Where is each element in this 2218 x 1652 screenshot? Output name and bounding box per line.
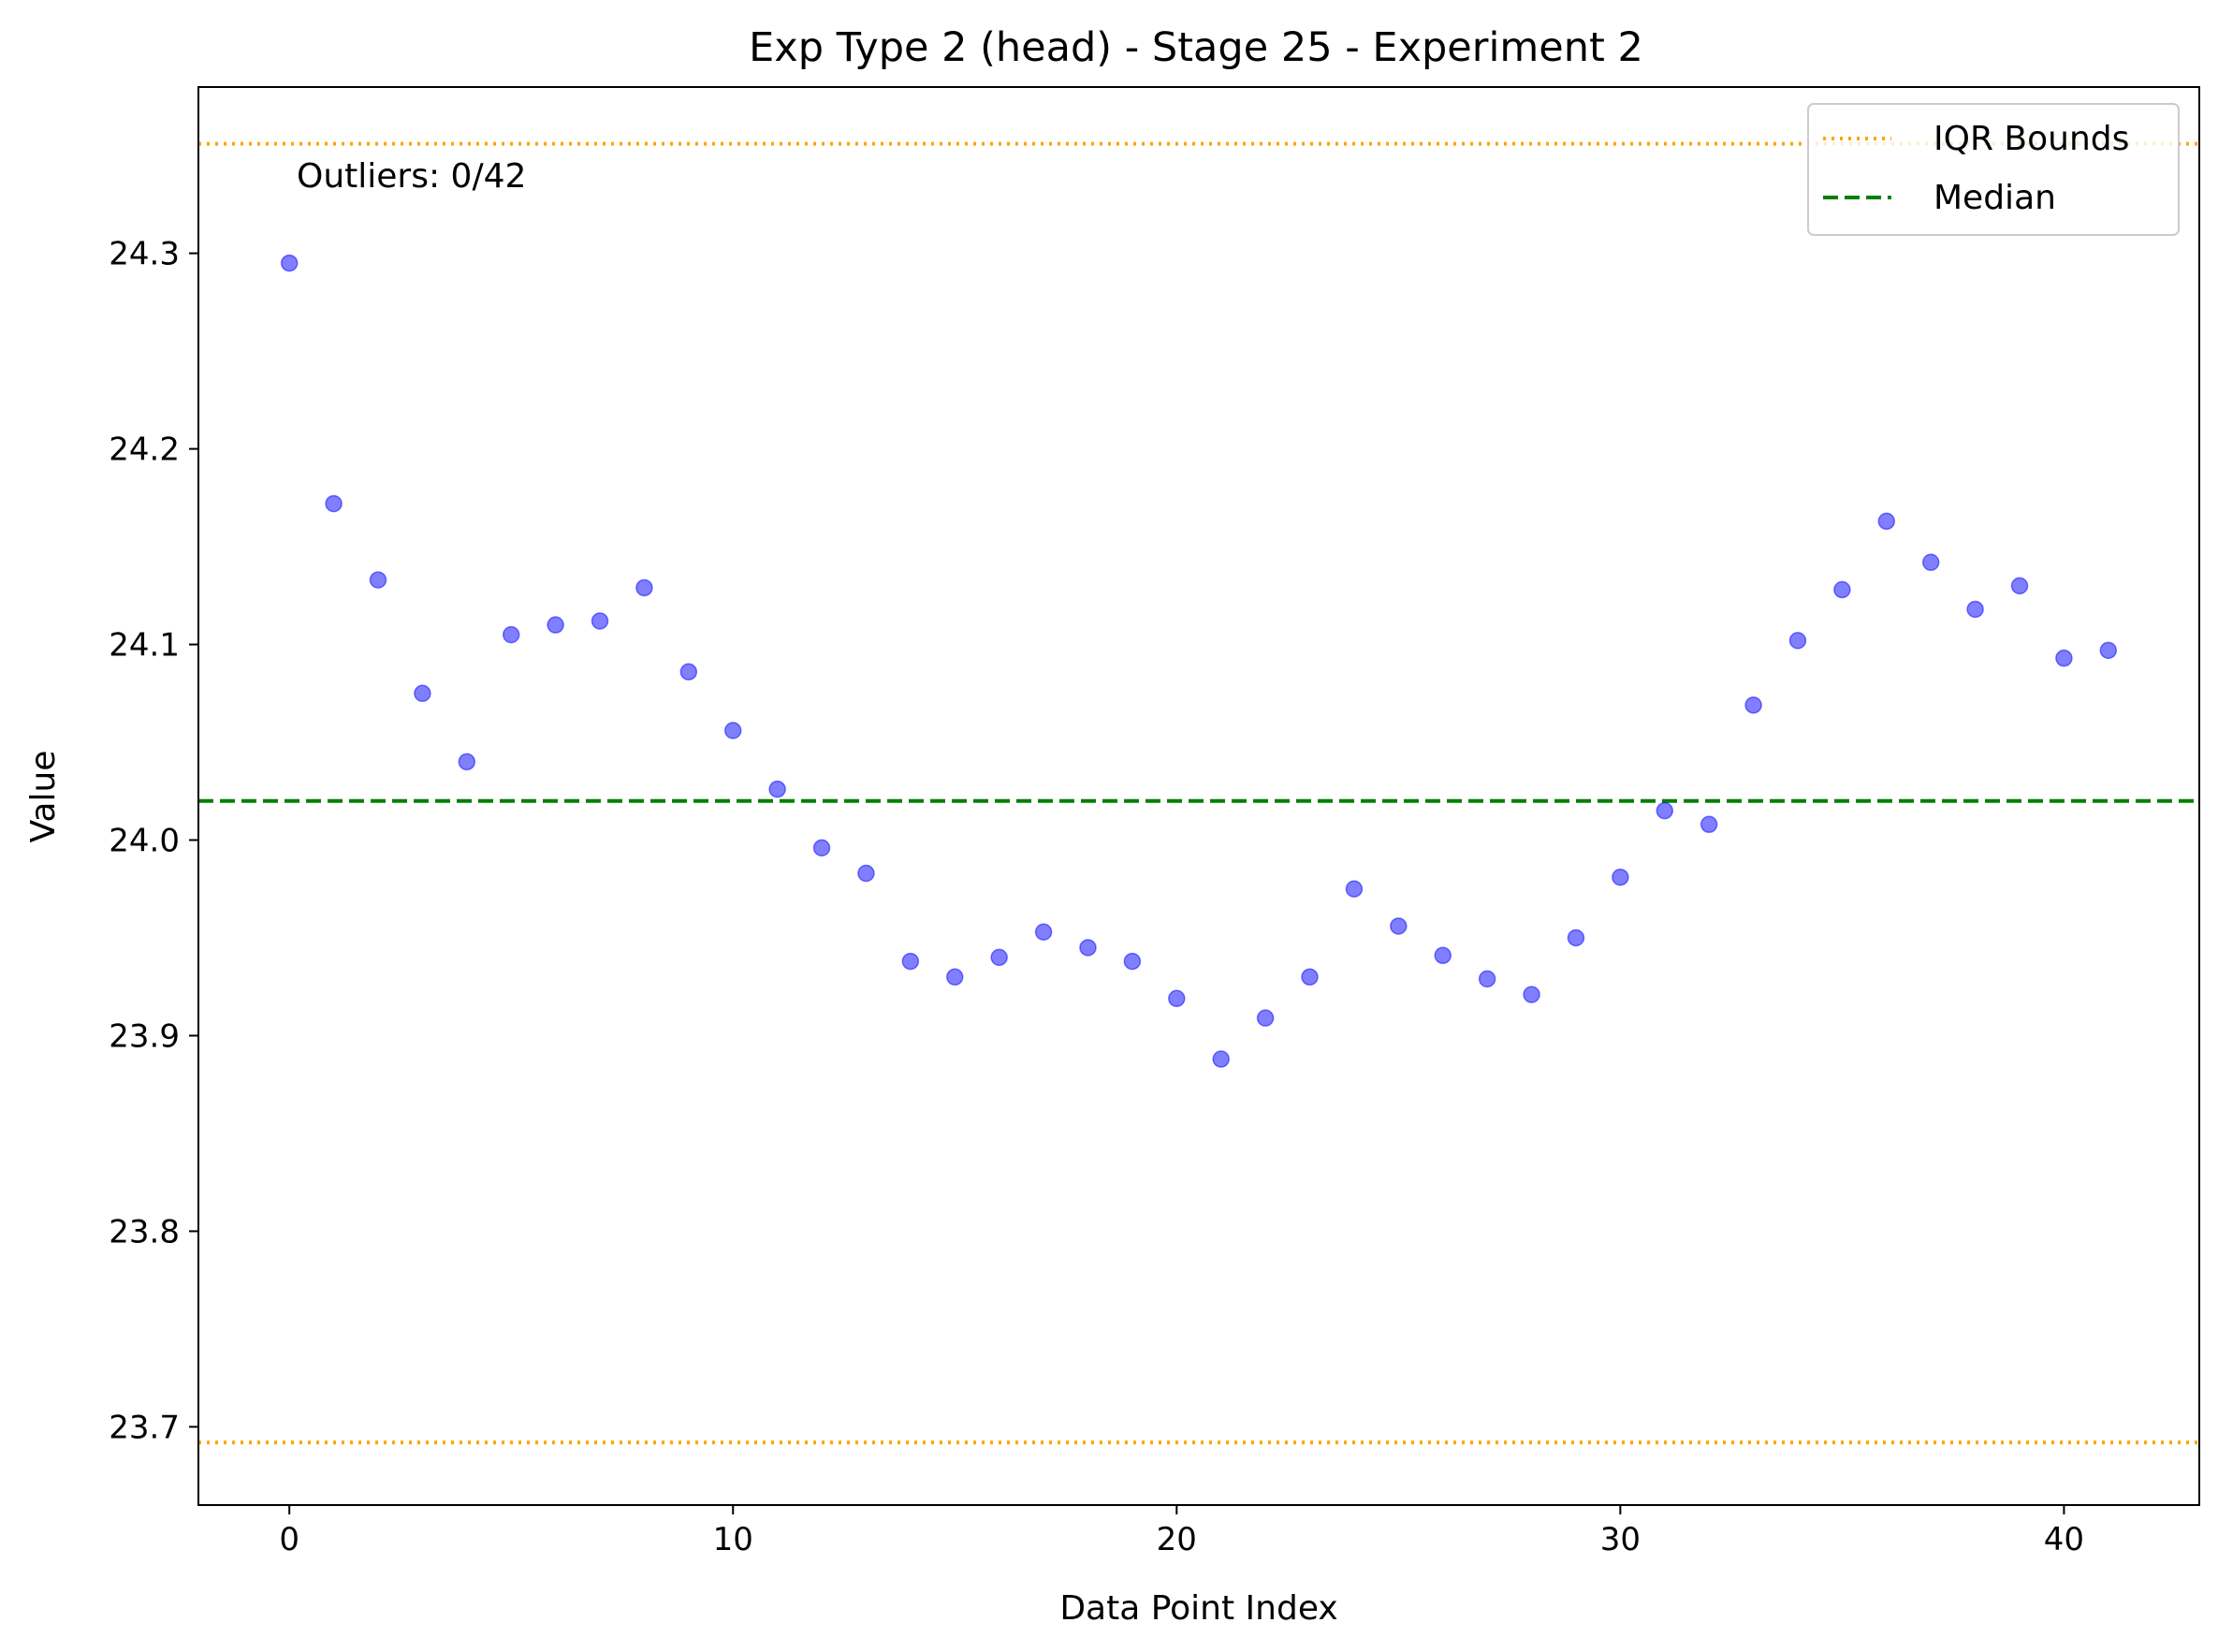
x-tick-label: 40 [2044,1521,2084,1558]
data-point [857,864,875,883]
data-point [1390,917,1408,935]
data-point [1744,696,1762,714]
x-tick-label: 20 [1157,1521,1197,1558]
data-point [1256,1009,1275,1027]
data-point [1034,923,1053,941]
data-point [1966,600,1984,619]
y-axis: 23.7 23.8 23.9 24.0 24.1 24.2 24.3 [109,236,198,1446]
reference-lines [198,141,2199,1445]
data-point [280,254,299,272]
legend: IQR Bounds Median [1807,103,2180,236]
data-point [1301,968,1319,987]
y-tick-label: 24.2 [109,431,180,469]
y-tick-label: 23.9 [109,1017,180,1055]
data-point [1612,868,1629,886]
data-point [591,612,609,630]
data-point [679,663,698,681]
data-points [280,254,2118,1068]
x-tick-label: 10 [713,1521,753,1558]
x-tick-label: 0 [279,1521,299,1558]
data-point [635,578,653,597]
data-point [901,952,920,971]
y-tick-label: 24.3 [109,236,180,273]
data-point [1478,970,1496,988]
data-point [1656,801,1674,820]
y-tick-label: 23.8 [109,1213,180,1250]
data-point [946,968,964,987]
data-point [1833,580,1851,599]
legend-label-median: Median [1933,179,2056,217]
plot-frame [197,86,2200,1506]
y-axis-title: Value [24,751,63,843]
legend-label-iqr-bounds: IQR Bounds [1933,120,2129,158]
x-axis-title: Data Point Index [1059,1589,1337,1628]
plot-background [198,87,2199,1505]
data-point [1345,880,1364,899]
chart-title: Exp Type 2 (head) - Stage 25 - Experimen… [749,24,1643,71]
data-point [547,616,564,634]
data-point [325,494,343,513]
data-point [414,684,431,703]
data-point [2010,577,2029,595]
data-point [1079,939,1097,957]
data-point [1700,815,1718,834]
data-point [1788,632,1807,650]
data-point [812,839,831,857]
plot-area: Outliers: 0/42 [197,86,2200,1506]
data-point [2055,649,2073,667]
x-axis: 0 10 20 30 40 [279,1505,2084,1558]
x-tick-label: 30 [1600,1521,1641,1558]
data-point [1921,553,1940,572]
legend-box [1807,103,2180,236]
y-tick-label: 24.0 [109,823,180,860]
data-point [1523,986,1540,1003]
data-point [1567,928,1585,947]
data-point [1877,512,1896,531]
y-tick-label: 24.1 [109,627,180,665]
data-point [1434,946,1452,965]
data-point [1168,989,1186,1008]
outliers-annotation: Outliers: 0/42 [297,157,526,196]
data-point [369,571,387,589]
data-point [723,722,742,739]
data-point [768,780,786,798]
data-point [1212,1050,1230,1068]
data-point [502,625,520,644]
data-point [2099,641,2118,660]
data-point [990,948,1008,967]
data-point [458,753,476,771]
y-tick-label: 23.7 [109,1409,180,1446]
data-point [1123,952,1142,971]
